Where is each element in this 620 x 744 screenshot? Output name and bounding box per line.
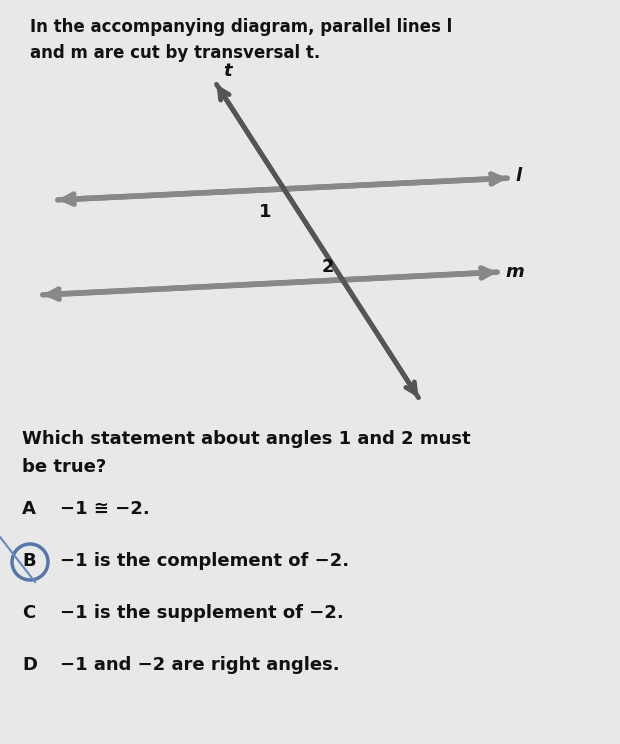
Text: 1: 1 bbox=[259, 203, 272, 221]
Text: D: D bbox=[22, 656, 37, 674]
Text: m: m bbox=[505, 263, 524, 281]
Text: In the accompanying diagram, parallel lines l: In the accompanying diagram, parallel li… bbox=[30, 18, 452, 36]
Text: A: A bbox=[22, 500, 36, 518]
Text: −1 is the supplement of −2.: −1 is the supplement of −2. bbox=[60, 604, 343, 622]
Text: −1 ≅ −2.: −1 ≅ −2. bbox=[60, 500, 150, 518]
Text: l: l bbox=[515, 167, 521, 185]
Text: and m are cut by transversal t.: and m are cut by transversal t. bbox=[30, 44, 321, 62]
Text: be true?: be true? bbox=[22, 458, 106, 476]
Text: 2: 2 bbox=[322, 258, 335, 276]
Text: −1 is the complement of −2.: −1 is the complement of −2. bbox=[60, 552, 349, 570]
Text: C: C bbox=[22, 604, 35, 622]
Text: B: B bbox=[22, 552, 35, 570]
Text: Which statement about angles 1 and 2 must: Which statement about angles 1 and 2 mus… bbox=[22, 430, 471, 448]
Text: −1 and −2 are right angles.: −1 and −2 are right angles. bbox=[60, 656, 340, 674]
Text: t: t bbox=[223, 62, 232, 80]
